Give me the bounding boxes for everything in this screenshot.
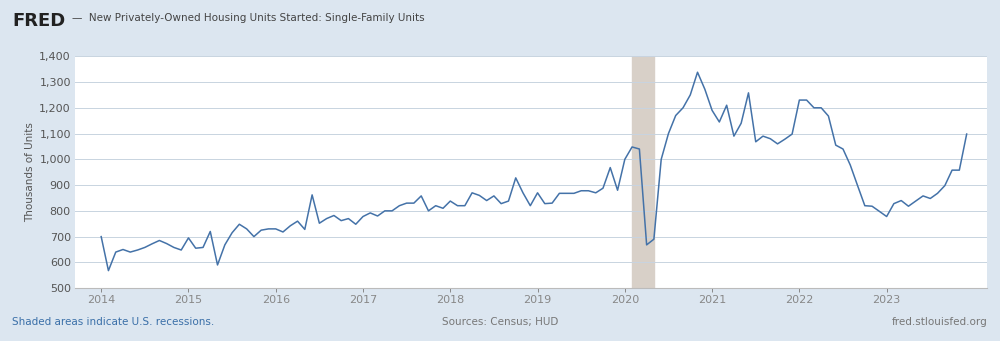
Text: —  New Privately-Owned Housing Units Started: Single-Family Units: — New Privately-Owned Housing Units Star… — [72, 13, 425, 23]
Bar — [632, 56, 654, 288]
Y-axis label: Thousands of Units: Thousands of Units — [25, 122, 35, 222]
Text: FRED: FRED — [12, 12, 65, 30]
Text: Shaded areas indicate U.S. recessions.: Shaded areas indicate U.S. recessions. — [12, 317, 214, 327]
Text: fred.stlouisfed.org: fred.stlouisfed.org — [892, 317, 988, 327]
Text: Sources: Census; HUD: Sources: Census; HUD — [442, 317, 558, 327]
